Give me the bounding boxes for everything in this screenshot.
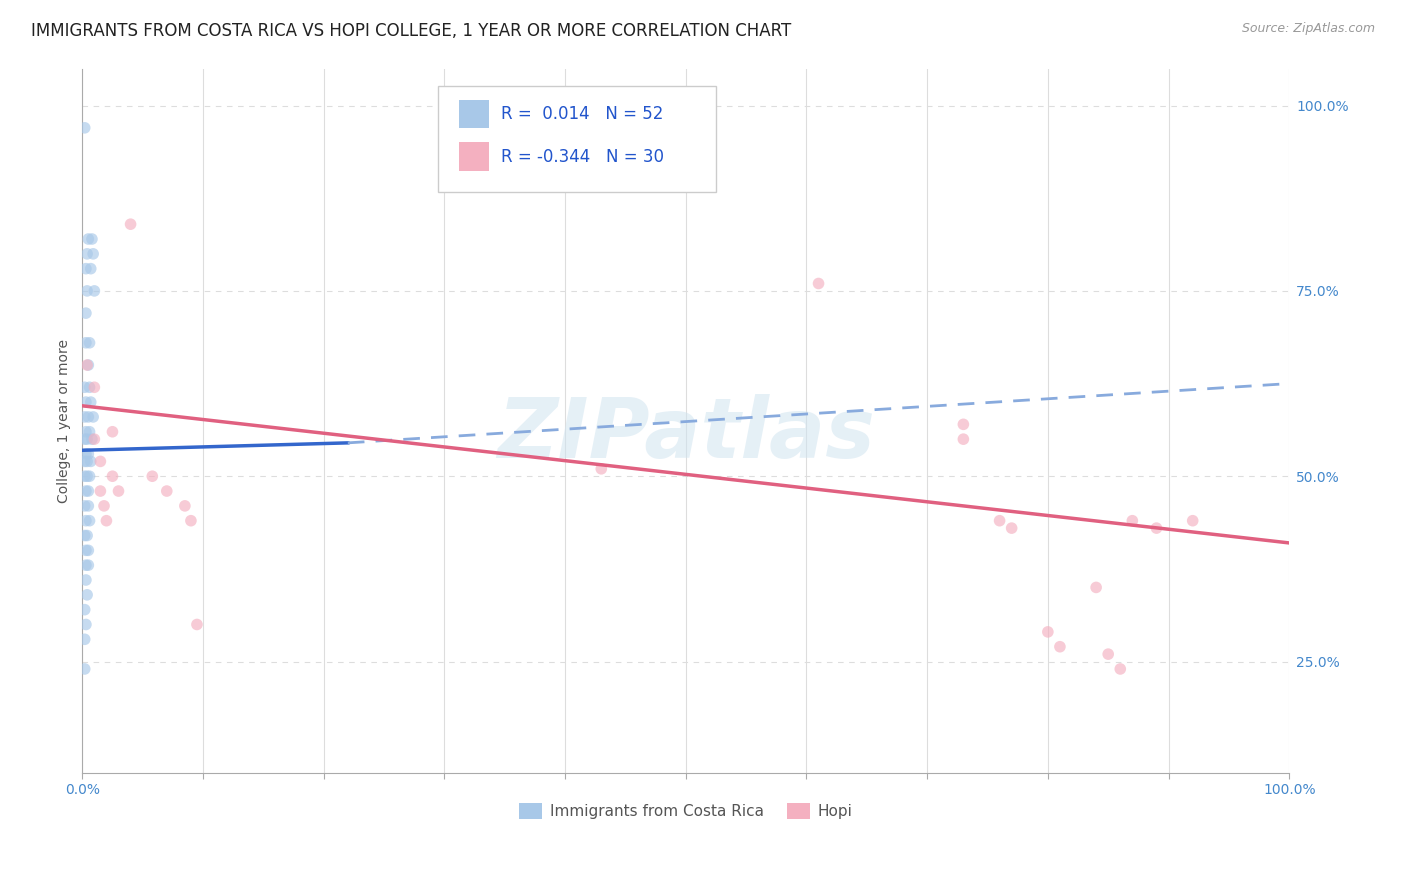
Point [1181, 514, 1204, 528]
Point [73, 380, 96, 394]
Point [75, 514, 97, 528]
Point [89, 454, 111, 468]
Point [591, 462, 613, 476]
Point [75, 617, 97, 632]
Point [76, 454, 98, 468]
Point [82, 409, 104, 424]
Point [79, 469, 101, 483]
Y-axis label: College, 1 year or more: College, 1 year or more [58, 339, 72, 502]
Point [80, 454, 103, 468]
Point [1085, 581, 1108, 595]
Point [77, 499, 100, 513]
Point [1121, 514, 1143, 528]
Point [77, 484, 100, 499]
Point [73, 432, 96, 446]
Point [73, 454, 96, 468]
Point [75, 306, 97, 320]
Point [73, 499, 96, 513]
Point [79, 380, 101, 394]
Text: R =  0.014   N = 52: R = 0.014 N = 52 [501, 105, 664, 123]
Point [79, 514, 101, 528]
Point [141, 469, 163, 483]
Point [75, 261, 97, 276]
Point [173, 499, 195, 513]
Point [77, 447, 100, 461]
Point [76, 358, 98, 372]
Point [75, 573, 97, 587]
Point [1036, 624, 1059, 639]
Point [79, 335, 101, 350]
Point [80, 395, 103, 409]
Legend: Immigrants from Costa Rica, Hopi: Immigrants from Costa Rica, Hopi [513, 797, 858, 825]
FancyBboxPatch shape [458, 143, 489, 170]
Text: R = -0.344   N = 30: R = -0.344 N = 30 [501, 147, 664, 166]
Point [80, 432, 103, 446]
Point [73, 528, 96, 542]
Point [1001, 521, 1024, 535]
Point [952, 432, 974, 446]
Point [77, 543, 100, 558]
Point [76, 469, 98, 483]
Point [89, 484, 111, 499]
Point [73, 469, 96, 483]
Point [77, 558, 100, 573]
Point [76, 588, 98, 602]
Point [76, 432, 98, 446]
Point [77, 358, 100, 372]
Text: ZIPatlas: ZIPatlas [496, 394, 875, 475]
Point [93, 499, 115, 513]
Point [101, 425, 124, 439]
FancyBboxPatch shape [458, 100, 489, 128]
Point [952, 417, 974, 432]
Point [101, 469, 124, 483]
Point [120, 217, 142, 231]
FancyBboxPatch shape [439, 87, 716, 192]
Point [76, 284, 98, 298]
Point [77, 232, 100, 246]
Point [73, 602, 96, 616]
Point [75, 335, 97, 350]
Point [80, 232, 103, 246]
Point [75, 425, 97, 439]
Point [96, 514, 118, 528]
Point [79, 425, 101, 439]
Point [76, 528, 98, 542]
Point [1146, 521, 1168, 535]
Point [1049, 640, 1071, 654]
Point [1109, 662, 1132, 676]
Point [75, 484, 97, 499]
Point [75, 543, 97, 558]
Point [186, 617, 208, 632]
Point [988, 514, 1011, 528]
Point [77, 409, 100, 424]
Point [107, 484, 129, 499]
Point [156, 484, 179, 499]
Text: Source: ZipAtlas.com: Source: ZipAtlas.com [1241, 22, 1375, 36]
Point [1097, 647, 1119, 661]
Point [75, 447, 97, 461]
Point [180, 514, 202, 528]
Point [73, 120, 96, 135]
Point [83, 380, 105, 394]
Point [73, 662, 96, 676]
Point [73, 409, 96, 424]
Point [82, 247, 104, 261]
Point [75, 558, 97, 573]
Point [80, 261, 103, 276]
Point [75, 395, 97, 409]
Point [807, 277, 830, 291]
Point [73, 632, 96, 647]
Text: IMMIGRANTS FROM COSTA RICA VS HOPI COLLEGE, 1 YEAR OR MORE CORRELATION CHART: IMMIGRANTS FROM COSTA RICA VS HOPI COLLE… [31, 22, 792, 40]
Point [76, 247, 98, 261]
Point [83, 432, 105, 446]
Point [83, 284, 105, 298]
